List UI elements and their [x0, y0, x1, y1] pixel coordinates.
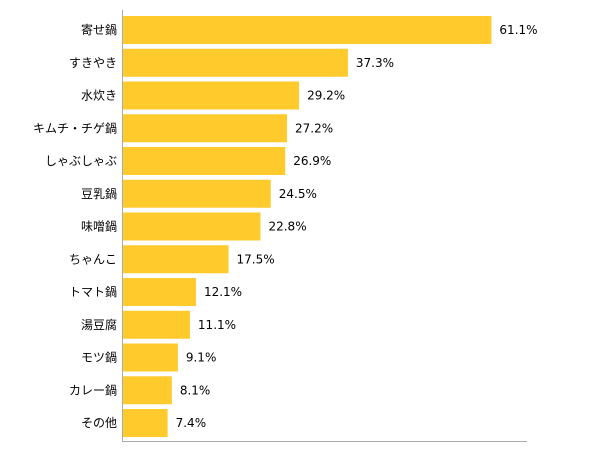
category-label: その他 — [81, 416, 117, 430]
category-label: 豆乳鍋 — [81, 186, 117, 201]
bar — [123, 245, 229, 274]
category-label: トマト鍋 — [69, 284, 117, 299]
value-label: 17.5% — [237, 252, 275, 266]
bar — [123, 376, 172, 405]
bar — [123, 310, 190, 339]
bar — [123, 343, 178, 372]
value-label: 22.8% — [268, 220, 306, 234]
bars-group — [123, 16, 492, 437]
value-label: 29.2% — [307, 89, 345, 103]
category-label: しゃぶしゃぶ — [45, 154, 117, 168]
value-label: 27.2% — [295, 121, 333, 135]
bar — [123, 114, 288, 143]
bar — [123, 81, 300, 110]
value-label: 61.1% — [499, 23, 537, 37]
bar — [123, 409, 168, 437]
bar — [123, 212, 261, 241]
bar — [123, 16, 492, 44]
category-labels: 寄せ鍋すきやき水炊きキムチ・チゲ鍋しゃぶしゃぶ豆乳鍋味噌鍋ちゃんこトマト鍋湯豆腐… — [33, 22, 117, 430]
bar — [123, 278, 196, 306]
category-label: 湯豆腐 — [81, 317, 117, 332]
category-label: すきやき — [69, 56, 117, 70]
category-label: キムチ・チゲ鍋 — [33, 120, 117, 135]
value-label: 12.1% — [204, 285, 242, 299]
bar — [123, 179, 271, 208]
value-labels: 61.1% 37.3% 29.2% 27.2% 26.9% 24.5% 22.8% 17.5%… — [176, 23, 538, 430]
value-label: 24.5% — [279, 187, 317, 201]
bar — [123, 48, 348, 77]
bar — [123, 147, 286, 175]
category-label: 水炊き — [81, 89, 117, 103]
value-label: 8.1% — [180, 383, 211, 397]
value-label: 11.1% — [198, 318, 236, 332]
value-label: 9.1% — [186, 351, 217, 365]
category-label: ちゃんこ — [69, 252, 117, 266]
category-label: モツ鍋 — [81, 350, 117, 365]
value-label: 37.3% — [356, 56, 394, 70]
category-label: カレー鍋 — [69, 382, 117, 397]
value-label: 26.9% — [293, 154, 331, 168]
value-label: 7.4% — [176, 416, 207, 430]
category-label: 味噌鍋 — [81, 219, 117, 234]
category-label: 寄せ鍋 — [81, 22, 117, 37]
